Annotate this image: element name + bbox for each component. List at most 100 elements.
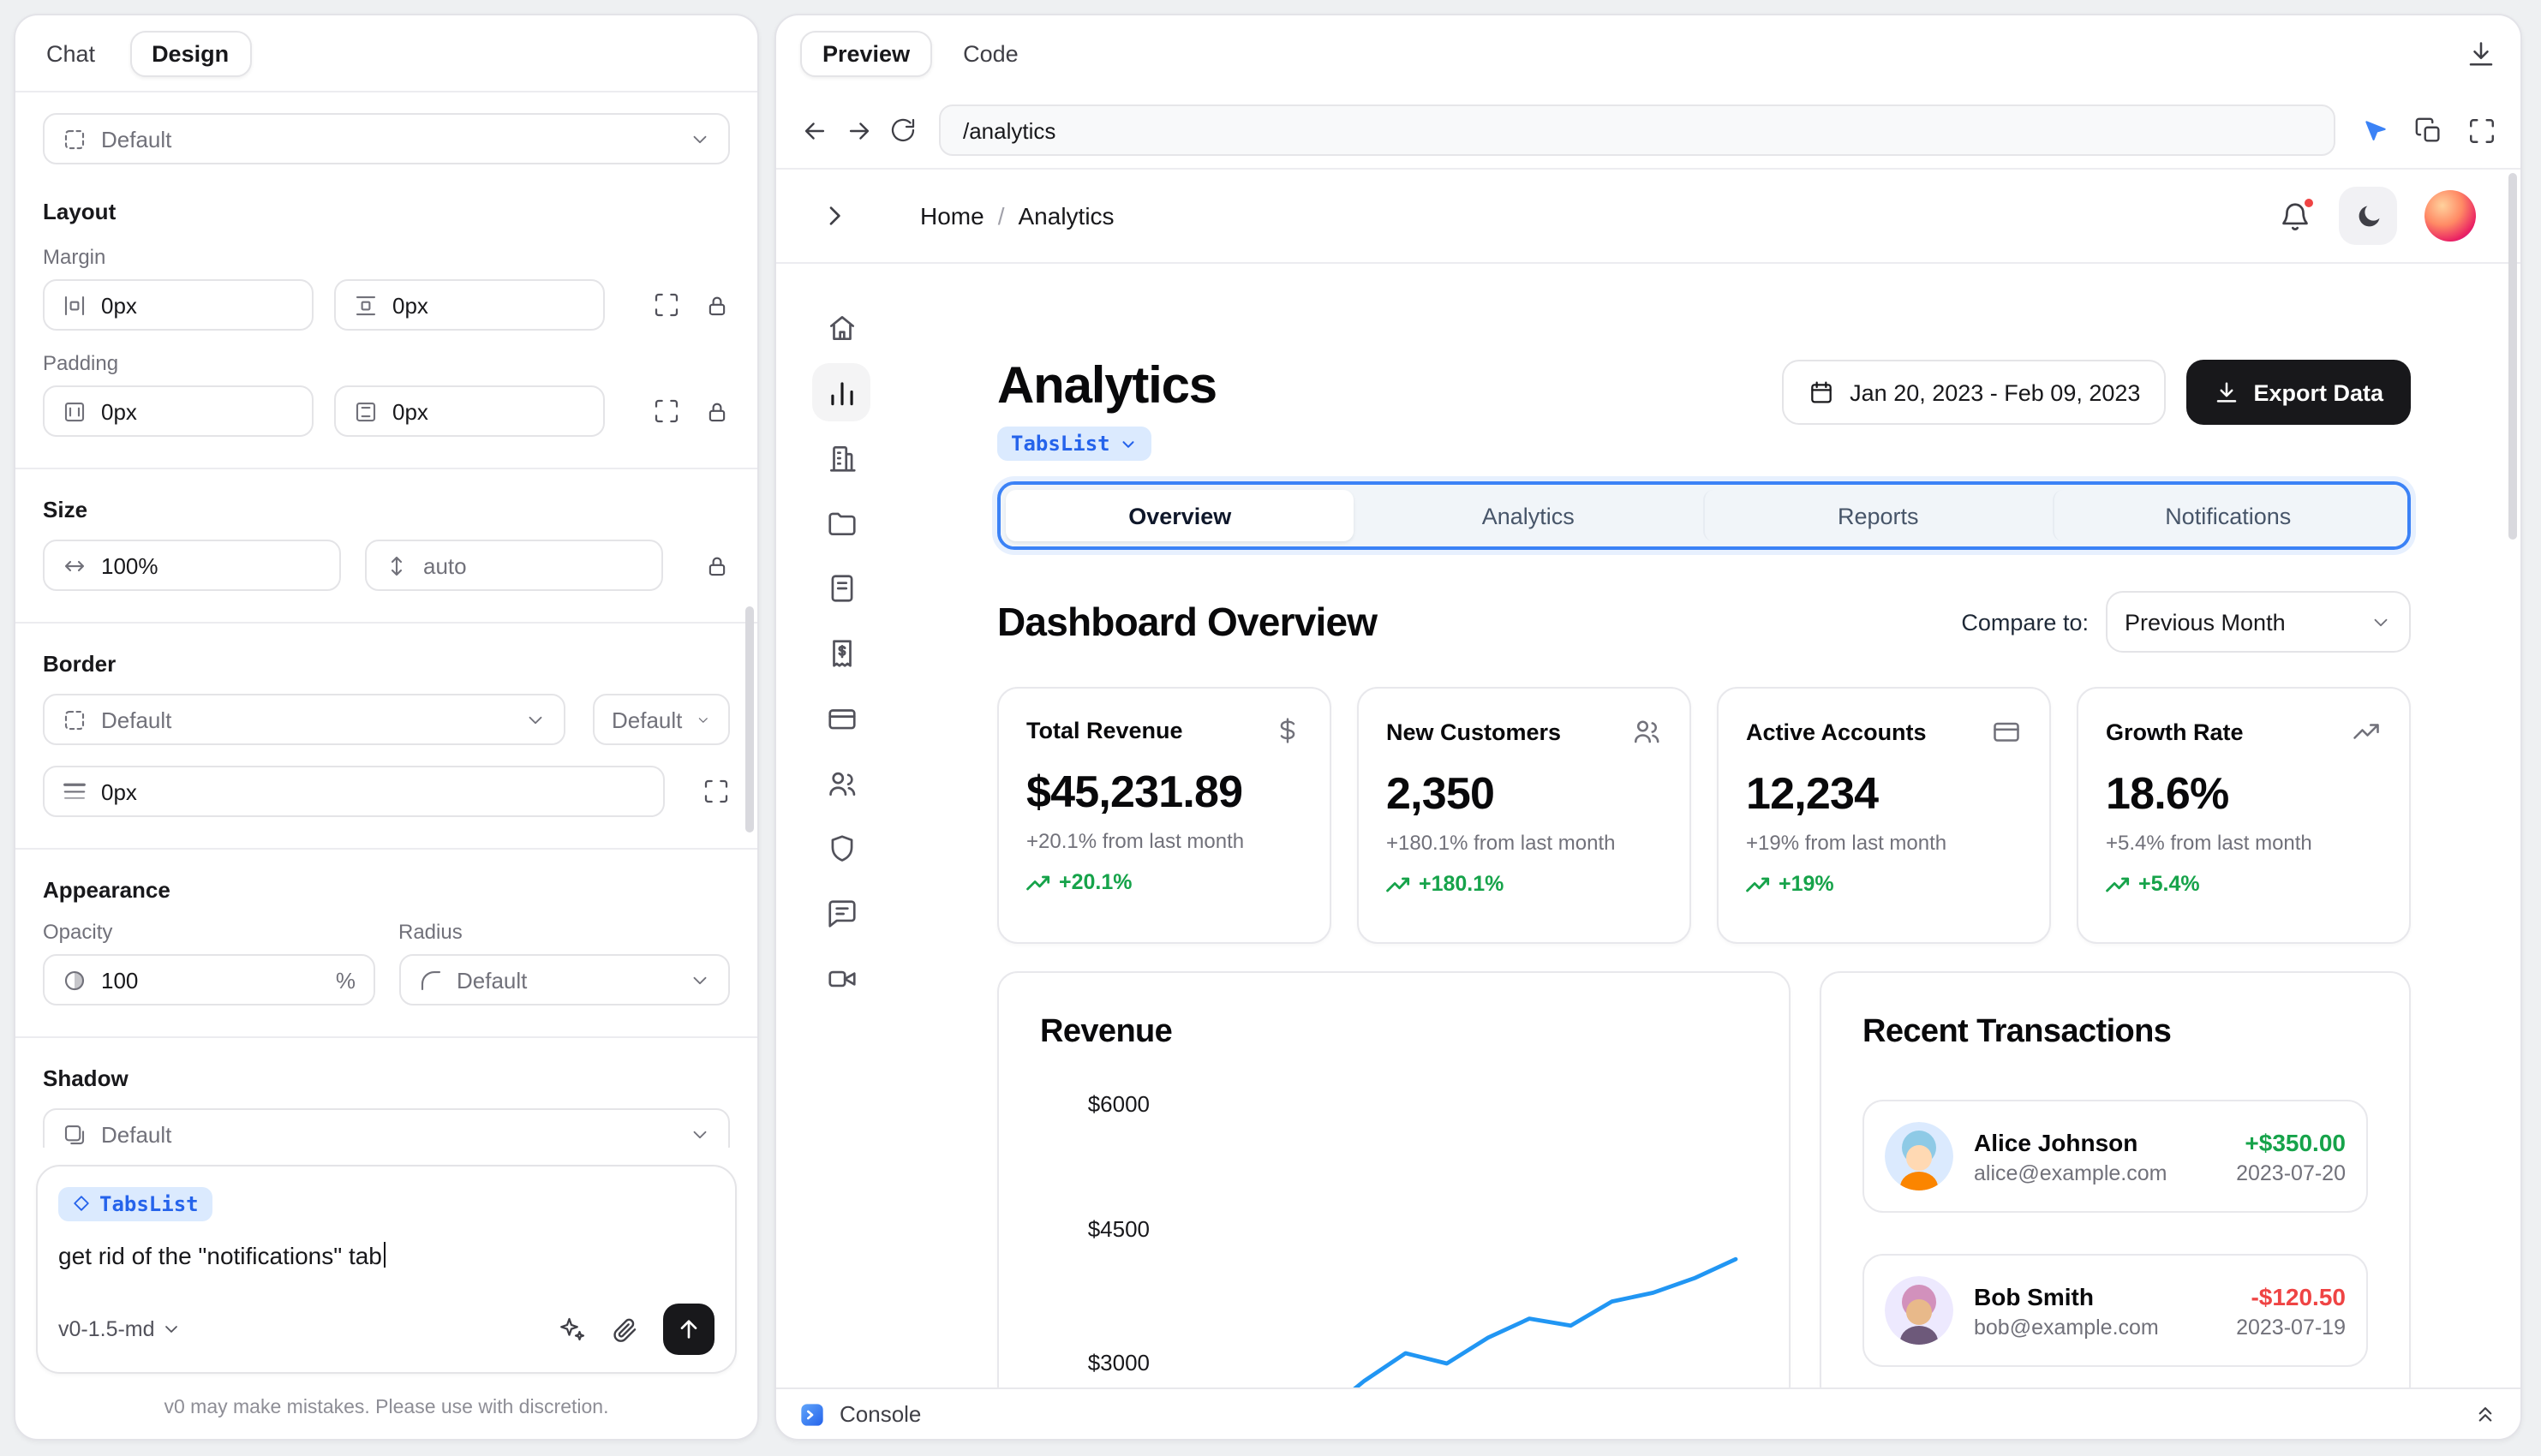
opacity-input[interactable]: 100 % xyxy=(43,954,374,1005)
y-axis-tick: $4500 xyxy=(1087,1216,1150,1242)
copy-button[interactable] xyxy=(2414,116,2443,145)
back-button[interactable] xyxy=(800,116,829,145)
expand-console-button[interactable] xyxy=(2472,1401,2498,1427)
shadow-select[interactable]: Default xyxy=(43,1108,730,1147)
breadcrumb-home[interactable]: Home xyxy=(920,202,984,230)
transaction-email: alice@example.com xyxy=(1974,1161,2167,1184)
section-heading-row: Dashboard Overview Compare to: Previous … xyxy=(997,591,2411,653)
design-panel-scrollbar[interactable] xyxy=(745,606,754,832)
arrow-vertical-icon xyxy=(391,555,403,576)
sidebar-item-analytics[interactable] xyxy=(812,363,870,421)
revenue-chart-plot xyxy=(1353,1256,1738,1387)
radius-select[interactable]: Default xyxy=(398,954,730,1005)
stat-value: 2,350 xyxy=(1386,767,1495,819)
date-range-picker[interactable]: Jan 20, 2023 - Feb 09, 2023 xyxy=(1781,360,2167,425)
user-avatar[interactable] xyxy=(2424,190,2476,242)
tab-code[interactable]: Code xyxy=(963,41,1019,67)
console-bar[interactable]: Console xyxy=(776,1387,2520,1439)
selected-element-chip[interactable]: TabsList xyxy=(58,1186,212,1220)
padding-vertical-input[interactable]: 0px xyxy=(334,385,605,437)
forward-button[interactable] xyxy=(845,116,874,145)
avatar xyxy=(1885,1276,1953,1345)
sidebar-item-security[interactable] xyxy=(812,819,870,877)
app-sidebar-rail xyxy=(776,264,906,1387)
fullscreen-button[interactable] xyxy=(2467,116,2496,145)
dark-mode-toggle[interactable] xyxy=(2339,187,2397,245)
export-data-button[interactable]: Export Data xyxy=(2186,360,2411,425)
tab-preview[interactable]: Preview xyxy=(800,31,933,77)
stat-title: Growth Rate xyxy=(2106,719,2244,744)
margin-expand-button[interactable] xyxy=(653,291,680,319)
border-width-input[interactable]: 0px xyxy=(43,766,665,817)
sidebar-item-notes[interactable] xyxy=(812,558,870,617)
dashboard-bottom-row: Revenue $6000 $4500 $3000 Re xyxy=(997,971,2411,1387)
border-style-select[interactable]: Default xyxy=(43,694,565,745)
sidebar-item-video[interactable] xyxy=(812,949,870,1007)
inspect-cursor-button[interactable] xyxy=(2361,116,2390,145)
sidebar-item-customers[interactable] xyxy=(812,754,870,812)
tab-overview[interactable]: Overview xyxy=(1006,490,1354,541)
transactions-title: Recent Transactions xyxy=(1862,1014,2172,1050)
element-style-select[interactable]: Default xyxy=(43,113,730,164)
border-color-select[interactable]: Default xyxy=(593,694,730,745)
opacity-icon xyxy=(64,970,85,990)
margin-vertical-icon xyxy=(356,295,376,315)
transaction-email: bob@example.com xyxy=(1974,1315,2159,1339)
enhance-prompt-button[interactable] xyxy=(555,1314,586,1345)
corner-radius-icon xyxy=(420,970,440,990)
stat-trend: +5.4% xyxy=(2106,872,2382,896)
sidebar-toggle-button[interactable] xyxy=(821,202,848,230)
transaction-row[interactable]: Alice Johnson alice@example.com +$350.00… xyxy=(1862,1100,2368,1213)
compare-select[interactable]: Previous Month xyxy=(2106,591,2411,653)
date-range-value: Jan 20, 2023 - Feb 09, 2023 xyxy=(1850,379,2141,405)
padding-lock-button[interactable] xyxy=(704,398,730,424)
size-row: 100% auto xyxy=(43,540,730,591)
url-input[interactable]: /analytics xyxy=(939,104,2335,156)
sidebar-item-organization[interactable] xyxy=(812,428,870,486)
notifications-button[interactable] xyxy=(2279,196,2315,232)
stats-grid: Total Revenue $45,231.89 +20.1% from las… xyxy=(997,687,2411,944)
selection-chip[interactable]: TabsList xyxy=(997,427,1151,461)
appearance-row: Opacity 100 % Radius Default xyxy=(43,920,730,1005)
sidebar-item-messages[interactable] xyxy=(812,884,870,942)
width-input[interactable]: 100% xyxy=(43,540,341,591)
layout-section-title: Layout xyxy=(43,199,117,224)
refresh-button[interactable] xyxy=(889,116,917,144)
transaction-name: Alice Johnson xyxy=(1974,1128,2138,1155)
padding-horizontal-input[interactable]: 0px xyxy=(43,385,314,437)
margin-vertical-input[interactable]: 0px xyxy=(334,279,605,331)
tab-notifications[interactable]: Notifications xyxy=(2052,490,2403,541)
prompt-composer[interactable]: TabsList get rid of the "notifications" … xyxy=(36,1164,737,1374)
border-style-row: Default Default xyxy=(43,694,730,745)
size-lock-button[interactable] xyxy=(704,552,730,578)
prompt-input[interactable]: get rid of the "notifications" tab xyxy=(58,1242,714,1276)
margin-horizontal-input[interactable]: 0px xyxy=(43,279,314,331)
dashed-box-icon xyxy=(64,709,85,730)
sidebar-item-invoices[interactable] xyxy=(812,624,870,682)
page-actions: Jan 20, 2023 - Feb 09, 2023 Export Data xyxy=(1781,360,2411,425)
border-width-value: 0px xyxy=(101,779,137,804)
tab-chat[interactable]: Chat xyxy=(46,40,96,66)
height-input[interactable]: auto xyxy=(365,540,663,591)
stat-value: $45,231.89 xyxy=(1026,766,1243,817)
tab-design[interactable]: Design xyxy=(129,30,252,76)
attach-file-button[interactable] xyxy=(610,1315,639,1344)
margin-lock-button[interactable] xyxy=(704,292,730,318)
stat-badge-value: +180.1% xyxy=(1419,872,1504,896)
model-select[interactable]: v0-1.5-md xyxy=(58,1317,182,1341)
padding-expand-button[interactable] xyxy=(653,397,680,425)
transaction-row[interactable]: Bob Smith bob@example.com -$120.50 2023-… xyxy=(1862,1254,2368,1367)
stat-card-growth-rate: Growth Rate 18.6% +5.4% from last month … xyxy=(2077,687,2411,944)
border-expand-button[interactable] xyxy=(703,778,730,805)
notification-dot xyxy=(2303,196,2315,208)
tab-reports[interactable]: Reports xyxy=(1702,490,2053,541)
submit-prompt-button[interactable] xyxy=(663,1304,714,1355)
sidebar-item-projects[interactable] xyxy=(812,493,870,552)
sidebar-item-home[interactable] xyxy=(812,298,870,356)
download-button[interactable] xyxy=(2466,39,2496,69)
radius-value: Default xyxy=(457,967,528,993)
tab-analytics[interactable]: Analytics xyxy=(1481,503,1575,528)
preview-scrollbar[interactable] xyxy=(2508,173,2517,540)
stat-badge-value: +5.4% xyxy=(2138,872,2200,896)
sidebar-item-payments[interactable] xyxy=(812,689,870,747)
